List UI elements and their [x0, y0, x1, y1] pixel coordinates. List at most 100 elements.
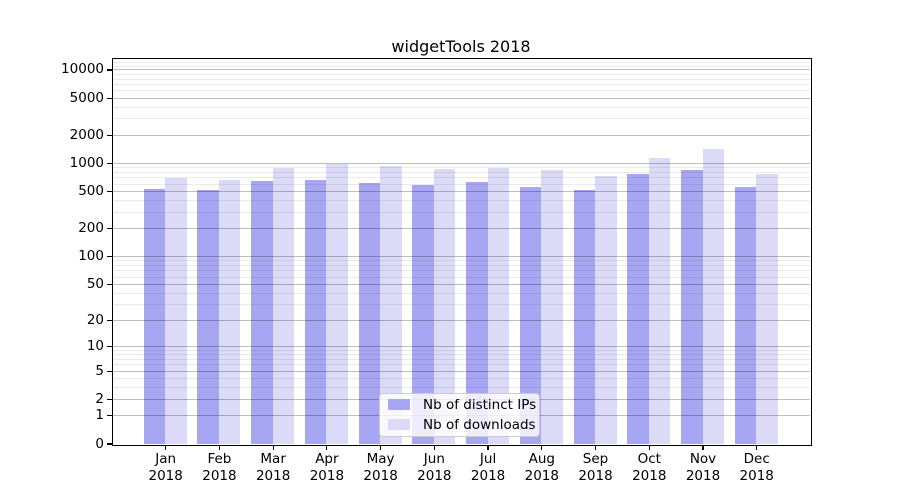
- x-tick-label: Mar 2018: [233, 451, 313, 485]
- gridline-minor: [112, 265, 810, 267]
- bar-distinct-ips-nov: [681, 169, 703, 444]
- y-tick-label: 10000: [61, 61, 104, 78]
- y-tick-label: 500: [78, 183, 104, 200]
- gridline-minor: [112, 83, 810, 85]
- x-tick-label: Nov 2018: [663, 451, 743, 485]
- x-tick-label: May 2018: [341, 451, 421, 485]
- y-tick-label: 5: [95, 362, 104, 379]
- bar-downloads-apr: [326, 163, 348, 444]
- x-tick-year: 2018: [148, 468, 183, 484]
- gridline-major: [112, 228, 810, 230]
- plot-inner: [112, 59, 810, 444]
- bar-downloads-may: [380, 165, 402, 444]
- x-tick-month: Mar: [260, 451, 286, 467]
- bar-distinct-ips-mar: [251, 181, 273, 444]
- x-tick-mark: [594, 445, 597, 450]
- x-tick-year: 2018: [524, 468, 559, 484]
- y-tick-label: 2: [95, 390, 104, 407]
- x-tick-mark: [218, 445, 221, 450]
- gridline-major: [112, 346, 810, 348]
- gridline-major: [112, 162, 810, 164]
- y-tick-label: 2000: [69, 126, 104, 143]
- gridline-major: [112, 256, 810, 258]
- y-tick-mark: [106, 415, 112, 417]
- gridline-minor: [112, 350, 810, 351]
- x-tick-month: Sep: [582, 451, 609, 467]
- bar-downloads-jul: [487, 167, 510, 444]
- x-tick-year: 2018: [685, 468, 721, 484]
- legend-label-distinct-ips: Nb of distinct IPs: [423, 396, 537, 413]
- gridline-minor: [112, 200, 810, 202]
- gridline-minor: [112, 304, 810, 306]
- gridline-minor: [112, 118, 810, 120]
- gridline-major: [112, 370, 810, 372]
- x-tick-month: Jun: [423, 451, 445, 467]
- bar-downloads-sep: [595, 176, 617, 444]
- x-tick-mark: [541, 445, 543, 450]
- y-tick-label: 200: [78, 220, 104, 237]
- y-tick-mark: [106, 346, 112, 348]
- x-tick-label: Dec 2018: [717, 451, 797, 485]
- bar-distinct-ips-apr: [304, 179, 327, 444]
- y-tick-mark: [106, 443, 112, 445]
- legend-row-downloads: Nb of downloads: [387, 417, 536, 433]
- x-tick-month: Jan: [155, 451, 177, 467]
- legend: Nb of distinct IPs Nb of downloads: [379, 392, 540, 437]
- x-tick-label: Oct 2018: [609, 451, 689, 485]
- x-tick-month: Jul: [479, 451, 497, 467]
- x-tick-year: 2018: [578, 468, 613, 484]
- gridline-minor: [112, 65, 810, 67]
- y-tick-mark: [106, 97, 112, 99]
- legend-row-distinct-ips: Nb of distinct IPs: [387, 397, 536, 413]
- y-tick-label: 50: [86, 275, 104, 292]
- y-tick-mark: [106, 190, 112, 193]
- legend-swatch-downloads: [388, 419, 410, 430]
- x-tick-mark: [165, 445, 167, 450]
- x-tick-month: Nov: [689, 451, 717, 467]
- gridline-minor: [112, 167, 810, 169]
- bar-downloads-jan: [165, 177, 187, 444]
- gridline-minor: [112, 378, 810, 380]
- bar-distinct-ips-may: [358, 183, 381, 444]
- y-tick-mark: [106, 228, 112, 230]
- x-tick-month: Dec: [743, 451, 770, 467]
- gridline-major: [112, 191, 810, 193]
- y-tick-mark: [106, 134, 112, 136]
- x-tick-month: Feb: [207, 451, 232, 467]
- gridline-minor: [112, 73, 810, 75]
- plot-area: [111, 57, 812, 446]
- x-tick-year: 2018: [202, 468, 237, 484]
- x-tick-year: 2018: [739, 468, 774, 484]
- gridline-minor: [112, 354, 810, 356]
- gridline-minor: [112, 106, 810, 108]
- x-tick-year: 2018: [632, 468, 667, 484]
- y-tick-mark: [106, 319, 112, 321]
- bar-downloads-jun: [433, 168, 456, 444]
- x-tick-month: Aug: [528, 451, 555, 467]
- y-tick-mark: [106, 255, 112, 258]
- bar-downloads-oct: [648, 158, 671, 444]
- gridline-major: [112, 319, 810, 321]
- chart-title: widgetTools 2018: [391, 37, 531, 56]
- gridline-minor: [112, 260, 810, 262]
- gridline-minor: [112, 177, 810, 179]
- y-tick-label: 0: [95, 435, 104, 452]
- y-tick-mark: [106, 162, 112, 165]
- bar-distinct-ips-jan: [143, 188, 166, 444]
- x-tick-mark: [648, 445, 650, 450]
- x-tick-label: Jun 2018: [394, 451, 474, 485]
- gridline-minor: [112, 292, 810, 294]
- x-tick-mark: [380, 445, 382, 450]
- gridline-major: [112, 134, 810, 136]
- gridline-minor: [112, 364, 810, 366]
- bar-distinct-ips-jul: [466, 182, 488, 444]
- x-tick-mark: [487, 445, 489, 450]
- x-tick-mark: [326, 445, 328, 450]
- y-tick-label: 1000: [69, 154, 104, 171]
- gridline-minor: [112, 183, 810, 185]
- bar-distinct-ips-dec: [734, 187, 757, 444]
- x-tick-mark: [702, 445, 704, 450]
- bar-distinct-ips-jun: [412, 184, 434, 444]
- x-tick-month: May: [366, 451, 395, 467]
- bar-downloads-aug: [541, 169, 563, 444]
